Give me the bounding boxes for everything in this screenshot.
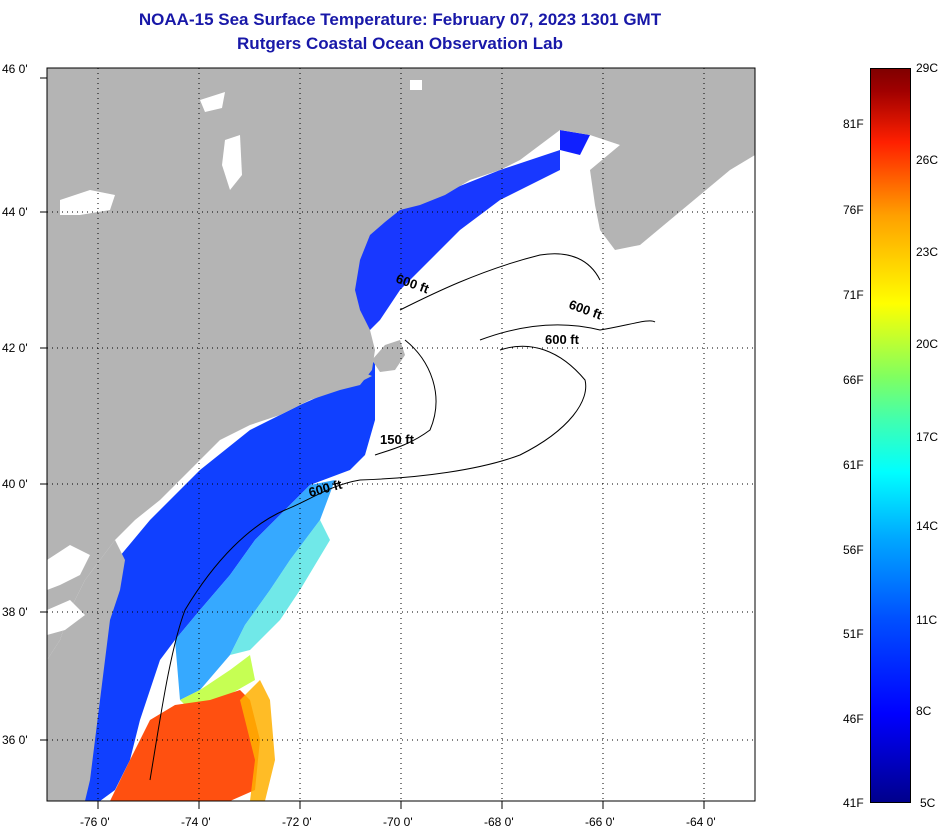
depth-contours (149, 253, 656, 781)
colorbar-fahrenheit-label: 71F (843, 288, 864, 302)
contour-label: 600 ft (545, 332, 580, 347)
lat-label: 36 0' (2, 733, 28, 747)
graticule (47, 68, 755, 801)
colorbar-celsius-label: 11C (916, 613, 938, 627)
colorbar-fahrenheit-label: 56F (843, 543, 864, 557)
colorbar-fahrenheit-label: 41F (843, 796, 864, 810)
colorbar-fahrenheit-label: 61F (843, 458, 864, 472)
lon-label: -64 0' (686, 815, 716, 829)
colorbar-celsius-label: 29C (916, 61, 939, 75)
lat-label: 38 0' (2, 605, 28, 619)
colorbar-celsius-label: 23C (916, 245, 939, 259)
lon-label: -72 0' (282, 815, 312, 829)
lat-label: 46 0' (2, 62, 28, 76)
inland-water (47, 80, 422, 635)
lat-label: 44 0' (2, 205, 28, 219)
map-subtitle: Rutgers Coastal Ocean Observation Lab (237, 34, 563, 53)
colorbar-celsius-label: 5C (920, 796, 936, 810)
lon-label: -70 0' (383, 815, 413, 829)
axis-ticks (40, 77, 705, 809)
lon-label: -68 0' (484, 815, 514, 829)
colorbar-celsius-label: 20C (916, 337, 939, 351)
colorbar-celsius-label: 14C (916, 519, 939, 533)
lat-label: 42 0' (2, 341, 28, 355)
colorbar-celsius-label: 8C (916, 704, 932, 718)
temperature-colorbar (870, 68, 911, 803)
land-mass (47, 68, 755, 801)
colorbar-fahrenheit-label: 51F (843, 627, 864, 641)
lon-label: -74 0' (181, 815, 211, 829)
colorbar-fahrenheit-label: 46F (843, 712, 864, 726)
colorbar-celsius-label: 17C (916, 430, 939, 444)
colorbar-fahrenheit-label: 66F (843, 373, 864, 387)
colorbar-fahrenheit-label: 76F (843, 203, 864, 217)
lon-label: -76 0' (80, 815, 110, 829)
colorbar-celsius-label: 26C (916, 153, 939, 167)
colorbar-fahrenheit-label: 81F (843, 117, 864, 131)
lon-label: -66 0' (585, 815, 615, 829)
contour-label: 150 ft (380, 432, 415, 447)
map-title: NOAA-15 Sea Surface Temperature: Februar… (138, 10, 662, 29)
lat-label: 40 0' (2, 477, 28, 491)
